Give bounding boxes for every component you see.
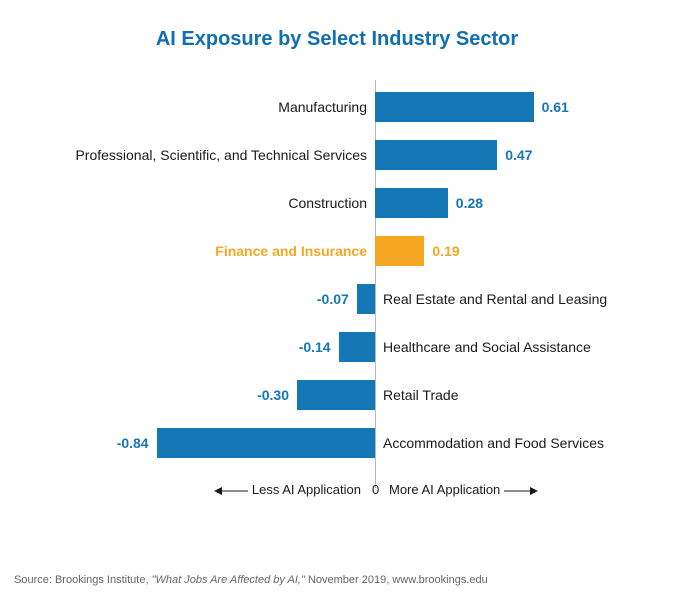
bar-row: Manufacturing 0.61 [0, 92, 674, 122]
bar-row: Professional, Scientific, and Technical … [0, 140, 674, 170]
value-label: 0.61 [542, 92, 569, 122]
source-citation: Source: Brookings Institute, "What Jobs … [14, 574, 488, 586]
axis-left-label: Less AI Application [252, 482, 361, 497]
source-suffix: November 2019, www.brookings.edu [305, 574, 488, 586]
bar [375, 92, 534, 122]
category-label: Construction [288, 188, 367, 218]
category-label: Finance and Insurance [215, 236, 367, 266]
value-label: -0.30 [257, 380, 289, 410]
category-label: Healthcare and Social Assistance [383, 332, 591, 362]
category-label: Real Estate and Rental and Leasing [383, 284, 607, 314]
arrow-right-icon [504, 486, 538, 496]
value-label: -0.84 [117, 428, 149, 458]
value-label: 0.19 [432, 236, 459, 266]
source-title: "What Jobs Are Affected by AI," [152, 574, 305, 586]
axis-left-group: Less AI Application [214, 482, 361, 497]
axis-right-group: More AI Application [389, 482, 538, 497]
category-label: Accommodation and Food Services [383, 428, 604, 458]
bar-row: Healthcare and Social Assistance -0.14 [0, 332, 674, 362]
category-label: Retail Trade [383, 380, 458, 410]
axis-zero-label: 0 [372, 482, 379, 497]
bar [375, 140, 497, 170]
bar [357, 284, 375, 314]
value-label: 0.28 [456, 188, 483, 218]
bar-row: Retail Trade -0.30 [0, 380, 674, 410]
bar [297, 380, 375, 410]
category-label: Manufacturing [278, 92, 367, 122]
bar-row: Real Estate and Rental and Leasing -0.07 [0, 284, 674, 314]
category-label: Professional, Scientific, and Technical … [75, 140, 367, 170]
value-label: -0.07 [317, 284, 349, 314]
bar-row: Construction 0.28 [0, 188, 674, 218]
chart-area: Manufacturing 0.61 Professional, Scientifi… [0, 80, 674, 520]
bar [157, 428, 375, 458]
source-prefix: Source: Brookings Institute, [14, 574, 152, 586]
axis-right-label: More AI Application [389, 482, 500, 497]
bar-row: Accommodation and Food Services -0.84 [0, 428, 674, 458]
bar [375, 236, 424, 266]
value-label: 0.47 [505, 140, 532, 170]
axis-labels: Less AI Application 0 More AI Applicatio… [0, 482, 674, 502]
bar [339, 332, 375, 362]
chart-title: AI Exposure by Select Industry Sector [0, 0, 674, 51]
bar [375, 188, 448, 218]
bar-row: Finance and Insurance 0.19 [0, 236, 674, 266]
value-label: -0.14 [299, 332, 331, 362]
arrow-left-icon [214, 486, 248, 496]
